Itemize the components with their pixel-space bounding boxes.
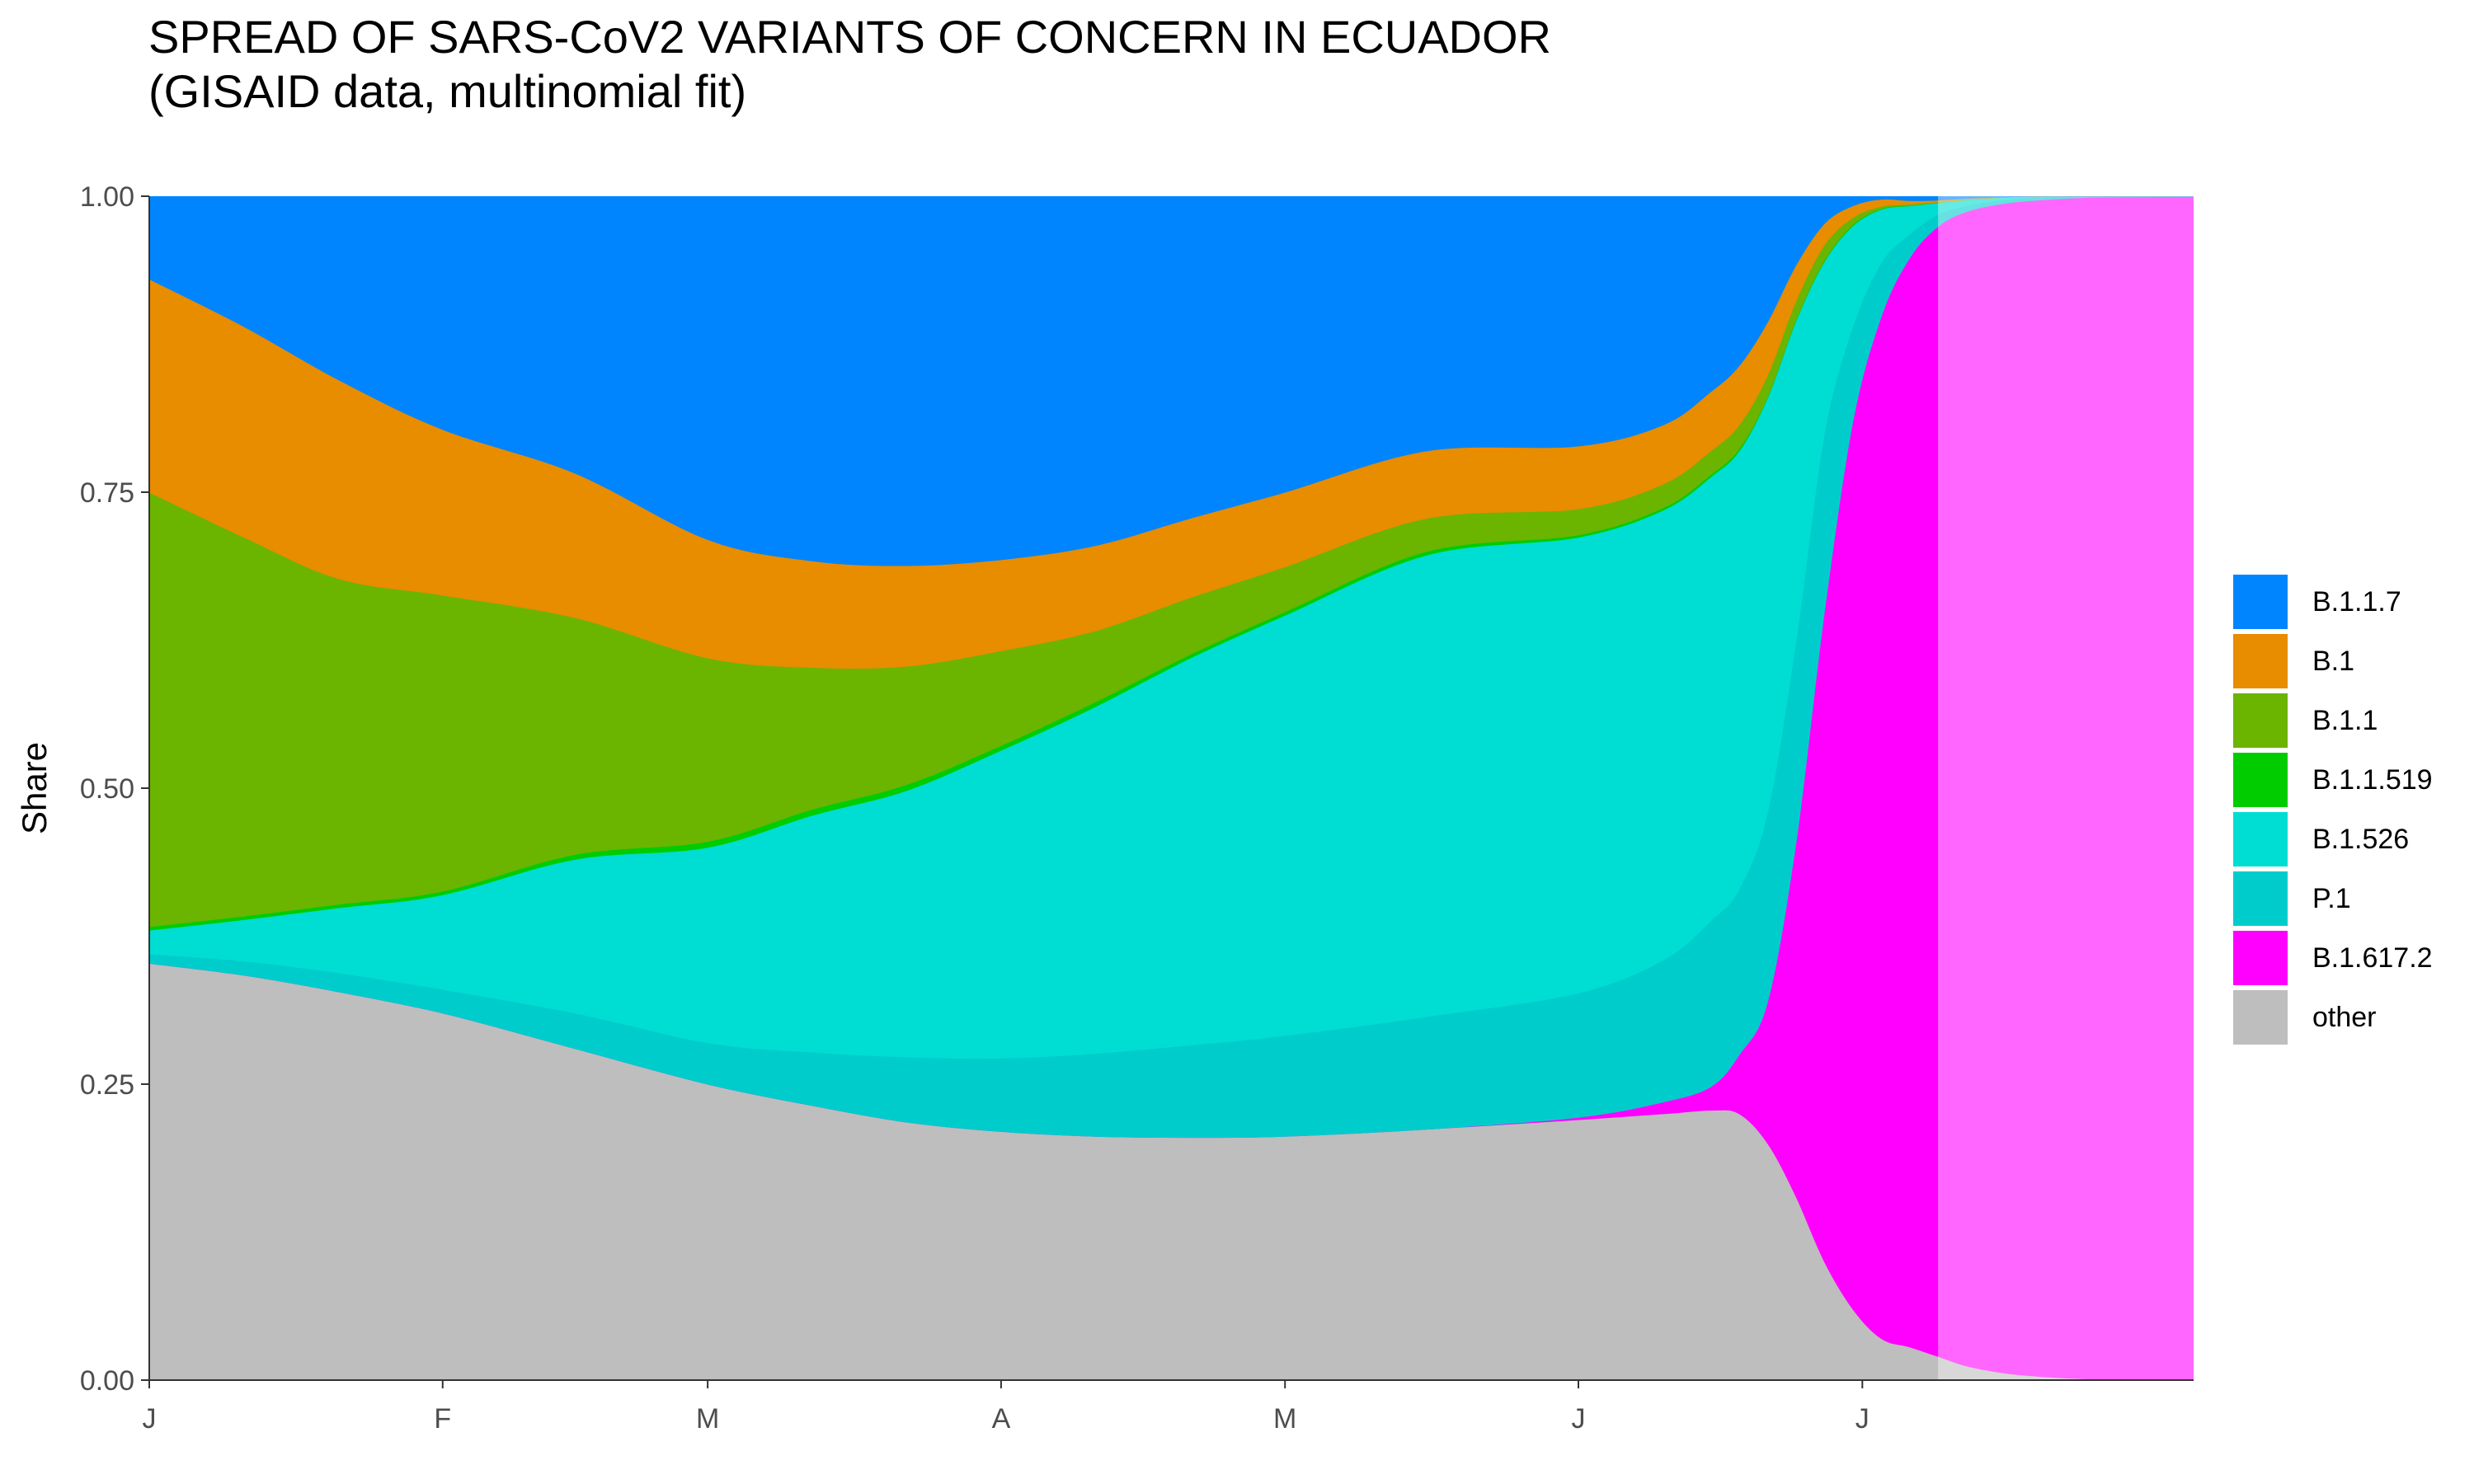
legend: B.1.1.7 B.1 B.1.1 B.1.1.519 B.1.526 P.1 B.1.61…: [2233, 572, 2433, 1047]
y-axis: 0.00 0.25 0.50 0.75 1.00: [80, 181, 150, 1397]
area-layer: [149, 196, 2194, 1380]
legend-key: [2233, 871, 2288, 926]
legend-key: [2233, 812, 2288, 866]
y-tick-label: 0.75: [80, 477, 134, 509]
legend-item-b-1-617-2: B.1.617.2: [2233, 928, 2433, 988]
x-tick-label: M: [1273, 1403, 1296, 1435]
legend-label: other: [2312, 1001, 2377, 1033]
x-tick-label: A: [992, 1403, 1011, 1435]
legend-item-p-1: P.1: [2233, 869, 2433, 928]
legend-label: B.1: [2312, 645, 2355, 677]
area-b-1-1-7: [149, 196, 2194, 566]
legend-label: B.1.1.7: [2312, 585, 2401, 618]
chart-title: SPREAD OF SARS-CoV2 VARIANTS OF CONCERN …: [148, 11, 1551, 63]
x-tick-label: M: [696, 1403, 719, 1435]
legend-label: B.1.617.2: [2312, 942, 2433, 974]
x-tick-label: F: [434, 1403, 451, 1435]
x-tick-label: J: [1856, 1403, 1870, 1435]
y-tick-label: 0.50: [80, 773, 134, 805]
legend-item-b-1: B.1: [2233, 632, 2433, 691]
y-tick-label: 1.00: [80, 181, 134, 213]
x-tick-label: J: [143, 1403, 157, 1435]
y-tick-label: 0.25: [80, 1069, 134, 1101]
x-tick-label: J: [1572, 1403, 1586, 1435]
legend-item-other: other: [2233, 988, 2433, 1047]
legend-key: [2233, 990, 2288, 1045]
legend-key: [2233, 931, 2288, 985]
legend-label: B.1.526: [2312, 823, 2410, 855]
legend-key: [2233, 634, 2288, 688]
legend-label: B.1.1: [2312, 704, 2378, 736]
chart-title-block: SPREAD OF SARS-CoV2 VARIANTS OF CONCERN …: [148, 10, 1551, 119]
forecast-overlay: [1938, 196, 2194, 1380]
y-axis-title: Share: [15, 742, 54, 834]
legend-item-b-1-1-7: B.1.1.7: [2233, 572, 2433, 632]
legend-key: [2233, 693, 2288, 748]
legend-item-b-1-1: B.1.1: [2233, 691, 2433, 750]
legend-item-b-1-1-519: B.1.1.519: [2233, 750, 2433, 810]
legend-label: P.1: [2312, 882, 2351, 914]
legend-key: [2233, 575, 2288, 629]
legend-item-b-1-526: B.1.526: [2233, 810, 2433, 869]
chart-subtitle: (GISAID data, multinomial fit): [148, 65, 747, 117]
y-tick-label: 0.00: [80, 1365, 134, 1397]
legend-key: [2233, 753, 2288, 807]
legend-label: B.1.1.519: [2312, 763, 2433, 796]
